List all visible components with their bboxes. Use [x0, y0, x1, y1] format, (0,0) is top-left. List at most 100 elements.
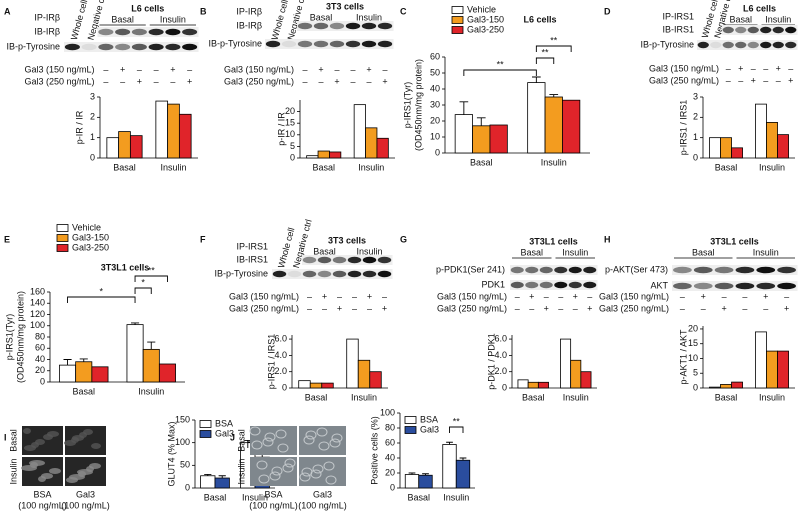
y-tick-label: 40	[35, 354, 45, 364]
x-tick-label: Basal	[113, 162, 136, 172]
blot-band	[281, 40, 297, 48]
legend-swatch	[451, 6, 464, 14]
y-tick-label: 4.0	[494, 350, 507, 360]
treatment-sign: +	[170, 64, 175, 74]
blot-band	[297, 40, 313, 48]
error-bar	[549, 94, 559, 97]
cell	[316, 427, 328, 437]
bar	[306, 155, 319, 159]
x-tick-label: Basal	[470, 157, 493, 167]
bar	[442, 444, 457, 489]
x-tick-label: Basal	[522, 392, 545, 402]
blot-band	[693, 266, 713, 274]
cell	[275, 429, 287, 439]
treatment-sign: –	[726, 63, 731, 73]
blot-group: Basal	[310, 12, 333, 22]
blot-band	[568, 281, 582, 289]
treatment-sign: –	[515, 303, 520, 313]
cell	[329, 438, 341, 448]
cell	[72, 435, 84, 441]
bar	[317, 150, 330, 159]
blot-band	[165, 28, 181, 36]
blot-band	[115, 28, 131, 36]
bar	[517, 379, 529, 389]
y-tick-label: 1	[90, 132, 95, 142]
x-tick-label: Basal	[715, 392, 738, 402]
blot-band	[182, 28, 198, 36]
y-tick-label: 10	[688, 353, 698, 363]
treatment-sign: +	[367, 291, 372, 301]
treatment-label: Gal3 (250 ng/mL)	[649, 75, 719, 85]
treatment-sign: –	[776, 75, 781, 85]
treatment-sign: –	[515, 291, 520, 301]
bar	[766, 350, 778, 389]
treatment-sign: –	[366, 76, 371, 86]
blot-band	[332, 256, 347, 264]
treatment-sign: +	[738, 63, 743, 73]
y-tick-label: 120	[30, 309, 45, 319]
blot-group: Insulin	[753, 247, 779, 257]
panel-letter: F	[200, 234, 206, 244]
cell	[305, 430, 317, 440]
y-tick-label: 40	[385, 452, 395, 462]
treatment-label: Gal3 (250 ng/mL)	[224, 76, 294, 86]
y-axis-label: (OD450nm/mg protein)	[15, 291, 25, 383]
blot-row-label: IP-IRS1	[236, 241, 268, 251]
significance-label: **	[453, 416, 461, 426]
treatment-sign: –	[544, 291, 549, 301]
blot-band	[772, 26, 784, 34]
y-tick-label: 0	[502, 382, 507, 392]
treatment-label: Gal3 (150 ng/mL)	[649, 63, 719, 73]
blot-band	[272, 270, 287, 278]
treatment-label: Gal3 (150 ng/mL)	[599, 291, 669, 301]
panel-letter: G	[400, 234, 407, 244]
treatment-sign: –	[350, 64, 355, 74]
treatment-label: Gal3 (150 ng/mL)	[229, 291, 299, 301]
blot-band	[693, 282, 713, 290]
bar	[777, 134, 789, 159]
image-col-label: BSA	[264, 489, 282, 499]
bar	[755, 103, 767, 159]
y-tick-label: 40	[430, 83, 440, 93]
blot-band	[583, 281, 597, 289]
y-tick-label: 0	[693, 382, 698, 392]
cell	[23, 428, 31, 434]
treatment-sign: –	[337, 291, 342, 301]
treatment-sign: –	[154, 64, 159, 74]
image-col-label: Gal3	[76, 489, 95, 499]
cell	[284, 458, 296, 468]
blot-group: Insulin	[160, 14, 186, 24]
blot-band	[747, 41, 759, 49]
bar	[755, 331, 767, 389]
y-tick-label: 0	[185, 482, 190, 492]
bar	[777, 350, 789, 389]
blot-band	[345, 22, 361, 30]
y-tick-label: 30	[430, 99, 440, 109]
blot-band	[287, 270, 302, 278]
cell	[256, 460, 268, 470]
treatment-sign: –	[587, 291, 592, 301]
blot-row-label: IB-p-Tyrosine	[214, 268, 268, 278]
panel-letter: C	[400, 6, 407, 16]
treatment-sign: +	[366, 64, 371, 74]
image-col-label: (100 ng/mL)	[61, 500, 110, 510]
blot-band	[131, 28, 147, 36]
y-tick-label: 5	[290, 141, 295, 151]
blot-band	[673, 282, 692, 290]
y-tick-label: 0	[40, 376, 45, 386]
blot-band	[777, 266, 796, 274]
significance-bracket	[449, 426, 464, 433]
y-tick-label: 2	[693, 112, 698, 122]
treatment-label: Gal3 (250 ng/mL)	[437, 303, 507, 313]
bar	[167, 103, 180, 159]
y-tick-label: 160	[30, 286, 45, 296]
legend-label: Gal3-150	[467, 14, 504, 24]
cell	[21, 465, 37, 471]
error-bar	[147, 341, 156, 350]
image-col-label: (100 ng/mL)	[18, 500, 67, 510]
legend-label: BSA	[420, 414, 438, 424]
cell	[331, 433, 343, 443]
y-tick-label: 20	[35, 365, 45, 375]
bar	[709, 386, 721, 389]
bar	[537, 381, 549, 389]
